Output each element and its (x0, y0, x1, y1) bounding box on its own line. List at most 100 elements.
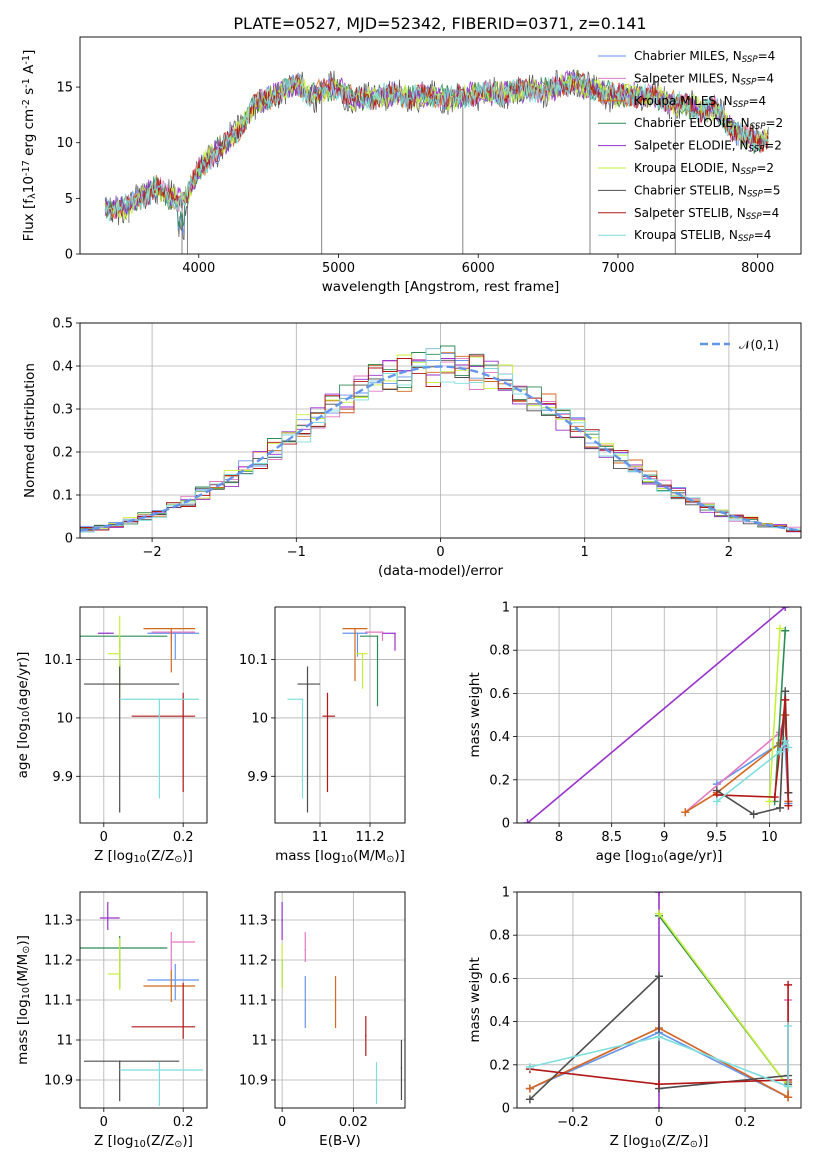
data-point (394, 632, 396, 635)
y-tick-label: 10.1 (44, 653, 73, 668)
series-marker (770, 793, 779, 802)
y-axis-label: mass weight (467, 957, 483, 1042)
data-point (158, 698, 161, 701)
y-tick-label: 9.9 (247, 770, 268, 785)
panel-mass-weight-vs-age: 8 8.5 9 9.5 10 0 0.2 0.4 0.6 0.8 1 age [log10(age/y… (467, 601, 802, 865)
y-tick-label: 0 (502, 1102, 510, 1117)
x-tick-label: −2 (143, 545, 162, 560)
axes-frame (274, 891, 406, 1109)
data-point (170, 627, 173, 630)
y-axis-label: age [log10(age/yr)] (15, 652, 32, 779)
plot-content (80, 615, 200, 813)
data-point (182, 715, 184, 717)
y-tick-label: 0.2 (52, 446, 73, 461)
x-tick-label: 5000 (322, 261, 355, 276)
legend-label: 𝒩(0,1) (739, 338, 779, 352)
series-marker (765, 797, 774, 806)
series-marker (784, 1093, 793, 1102)
y-tick-label: 0.4 (52, 360, 73, 375)
figure-title: PLATE=0527, MJD=52342, FIBERID=0371, z=0… (233, 14, 646, 33)
x-axis-label: Z [log10(Z/Z⊙)] (610, 1133, 709, 1150)
legend-label: Salpeter ELODIE, NSSP=2 (634, 139, 782, 155)
y-tick-label: 0 (65, 532, 73, 547)
panel-mass-vs-Z: 0 0.2 10.9 11 11.1 11.2 11.3 Z [log10(Z/Z⊙)] mas… (15, 891, 208, 1150)
data-point (306, 683, 309, 685)
x-tick-label: 0 (436, 545, 444, 560)
data-point (174, 979, 177, 981)
spectrum-line (104, 72, 769, 222)
x-tick-label: −1 (287, 545, 306, 560)
axes-frame (79, 606, 208, 824)
x-tick-label: 10 (761, 830, 778, 845)
y-tick-label: 11.3 (239, 914, 268, 929)
y-tick-label: 0.6 (489, 687, 510, 702)
x-tick-label: 0.2 (173, 1115, 194, 1130)
x-tick-label: 9.5 (707, 830, 728, 845)
legend-label: Salpeter MILES, NSSP=4 (634, 71, 774, 87)
axes-frame (516, 891, 802, 1109)
series-marker (525, 1084, 534, 1093)
data-point (281, 919, 283, 921)
data-point (170, 941, 173, 943)
x-tick-label: 11.2 (356, 830, 385, 845)
legend-label: Chabrier ELODIE, NSSP=2 (634, 116, 783, 132)
axes-frame (79, 891, 208, 1109)
series-marker (784, 743, 793, 752)
axes-frame (516, 606, 802, 824)
legend: Chabrier MILES, NSSP=4 Salpeter MILES, NS… (598, 49, 783, 244)
data-point (361, 652, 364, 655)
y-tick-label: 11.1 (239, 994, 268, 1009)
plot-content (525, 892, 793, 1108)
data-point (158, 1069, 161, 1071)
x-tick-label: 1 (581, 545, 589, 560)
data-point (376, 635, 379, 637)
x-axis-label: age [log10(age/yr)] (596, 848, 723, 865)
x-axis-label: mass [log10(M/M⊙)] (275, 848, 405, 865)
y-axis-label: Normed distribution (22, 363, 38, 498)
x-tick-label: 9 (660, 830, 668, 845)
data-point (381, 631, 384, 633)
x-tick-label: 8.5 (601, 830, 622, 845)
legend-label: Chabrier STELIB, NSSP=5 (634, 183, 781, 199)
series-marker (712, 797, 721, 806)
data-point (365, 1035, 367, 1037)
series-marker (655, 1080, 663, 1089)
y-tick-label: 15 (56, 81, 73, 96)
panel-residuals: −2 −1 0 1 2 0 0.1 0.2 0.3 0.4 0.5 (data-model)/erro… (22, 317, 802, 579)
series-marker (655, 1104, 663, 1108)
data-point (400, 1067, 403, 1069)
series-marker (784, 1021, 793, 1030)
series-line (768, 628, 781, 802)
x-tick-label: 2 (725, 545, 733, 560)
series-marker (775, 624, 784, 633)
y-tick-label: 11.2 (44, 954, 73, 969)
data-point (334, 999, 337, 1001)
y-tick-label: 0.6 (489, 972, 510, 987)
data-point (170, 985, 173, 987)
series-marker (525, 1095, 534, 1104)
data-point (304, 949, 307, 951)
x-tick-label: 7000 (601, 261, 634, 276)
y-tick-label: 11.2 (239, 954, 268, 969)
spectrum-line (105, 73, 769, 220)
y-tick-label: 10 (56, 711, 73, 726)
y-tick-label: 0 (502, 817, 510, 832)
panel-mass-vs-ebv: 0 0.02 10.9 11 11.1 11.2 11.3 E(B-V) (239, 891, 406, 1149)
x-axis-label: E(B-V) (319, 1133, 361, 1149)
plot-area (80, 37, 801, 254)
plot-content (523, 607, 793, 823)
series-marker (655, 972, 663, 981)
y-tick-label: 11 (56, 1034, 73, 1049)
y-tick-label: 1 (502, 886, 510, 901)
plot-area (275, 607, 405, 823)
series-line (773, 630, 786, 802)
x-tick-label: 0.2 (173, 830, 194, 845)
series-line (529, 1025, 789, 1088)
y-tick-label: 10 (56, 136, 73, 151)
series-marker (784, 1082, 793, 1091)
x-tick-label: 0 (655, 1115, 663, 1130)
series-line (658, 913, 789, 1087)
panel-spectrum: 4000 5000 6000 7000 8000 0 5 10 15 wavelength [An… (21, 36, 802, 295)
data-point (356, 632, 359, 635)
